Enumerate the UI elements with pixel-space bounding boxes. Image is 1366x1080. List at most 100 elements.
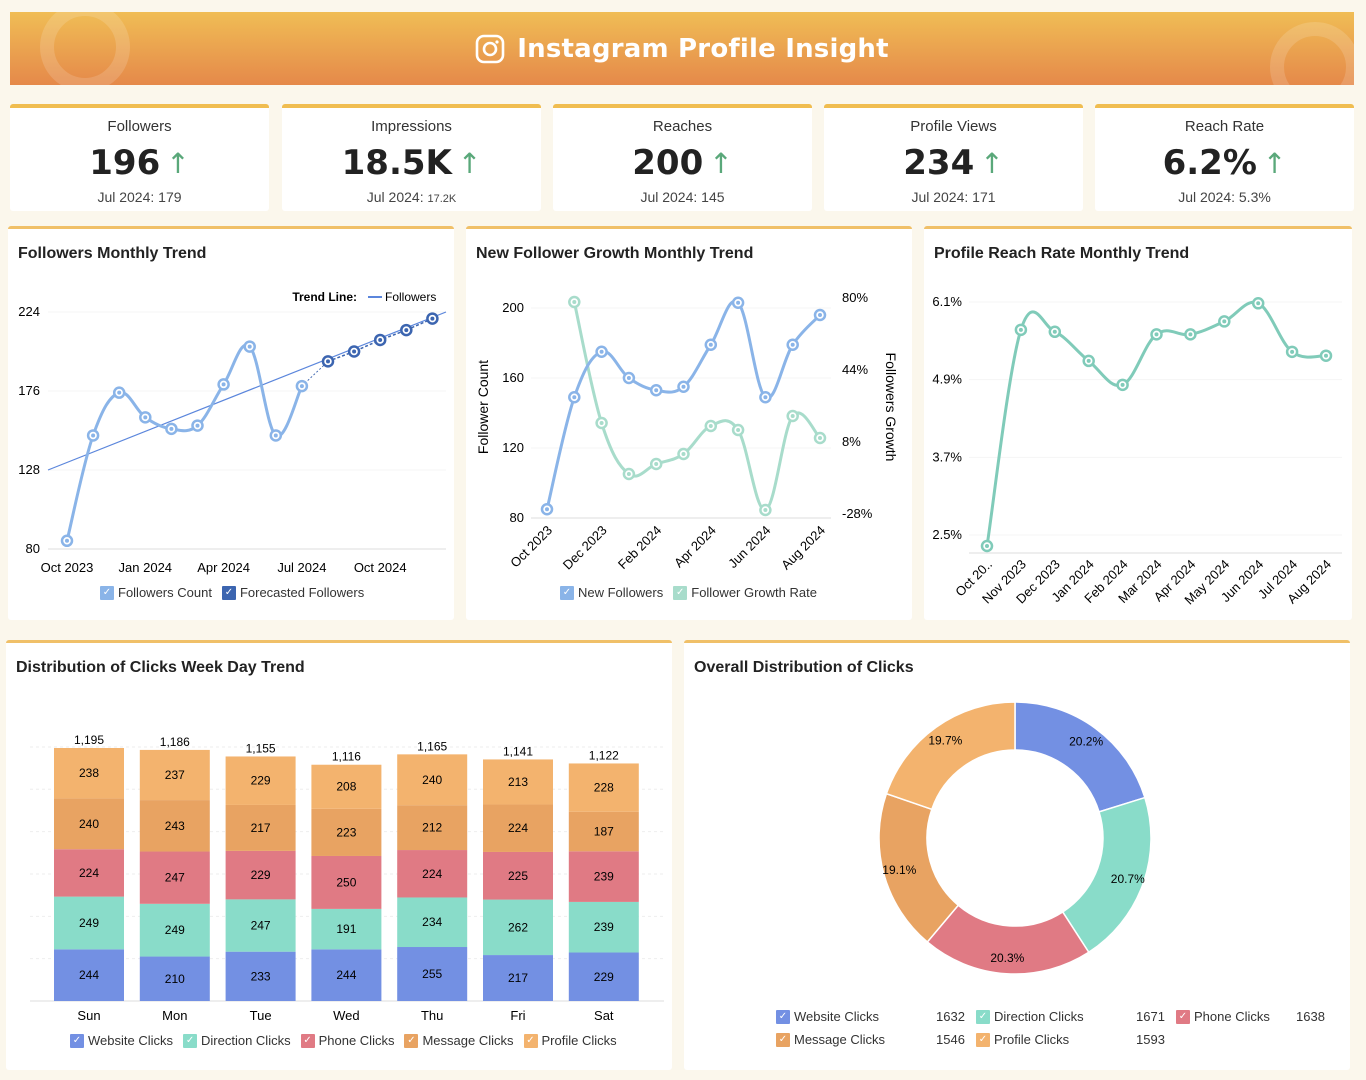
y-tick-label: 6.1% (932, 294, 962, 309)
reach-rate-point-dot (1086, 358, 1091, 363)
bar-segment-website-clicks (397, 947, 468, 1001)
kpi-value: 200 (632, 143, 704, 183)
new-followers-point-dot (818, 313, 822, 317)
bar-data-label: 212 (422, 821, 442, 835)
reach-rate-point-dot (1188, 332, 1193, 337)
donut-legend: ✓ Website Clicks 1632 ✓ Direction Clicks 1671… (776, 1009, 1336, 1047)
new-followers-point-dot (572, 395, 577, 400)
growth-rate-point-dot (654, 462, 659, 466)
legend-direction-clicks[interactable]: ✓ Direction Clicks (183, 1033, 291, 1048)
chart-legend: ✓ Website Clicks ✓ Direction Clicks ✓ Phone C… (70, 1033, 617, 1048)
check-icon: ✓ (404, 1033, 419, 1048)
x-tick-label: Jun 2024 (725, 523, 773, 571)
kpi-value: 18.5K (341, 143, 452, 183)
kpi-label: Followers (107, 118, 172, 135)
bar-data-label: 229 (251, 774, 271, 788)
bar-data-label: 240 (79, 817, 99, 831)
bar-data-label: 240 (422, 773, 442, 787)
overall-clicks-panel: Overall Distribution of Clicks 20.2% 20.7… (684, 640, 1350, 1070)
bar-segment-website-clicks (225, 951, 296, 1001)
x-tick-label: Aug 2024 (778, 523, 828, 573)
trend-legend-series: Followers (385, 290, 436, 304)
legend-follower-growth-rate[interactable]: ✓ Follower Growth Rate (673, 585, 817, 600)
legend-message-clicks[interactable]: ✓ Message Clicks (404, 1033, 514, 1048)
x-tick-label: Oct 2024 (354, 560, 407, 575)
legend-profile-clicks[interactable]: ✓ Profile Clicks (976, 1032, 1136, 1047)
bar-segment-message-clicks (139, 800, 210, 852)
bar-segment-phone-clicks (397, 850, 468, 898)
bar-data-label: 239 (594, 870, 614, 884)
x-tick-label: Jan 2024 (119, 560, 173, 575)
bar-data-label: 217 (251, 821, 271, 835)
growth-rate-point-dot (818, 436, 822, 440)
bar-segment-phone-clicks (311, 855, 382, 909)
bar-data-label: 225 (508, 869, 528, 883)
y-tick-label: 224 (18, 304, 40, 319)
bar-segment-message-clicks (225, 804, 296, 851)
check-icon: ✓ (523, 1033, 538, 1048)
forecast-point-dot (430, 316, 435, 321)
bar-data-label: 217 (508, 971, 528, 985)
growth-rate-point-dot (626, 472, 631, 476)
y2-tick-label: -28% (842, 506, 873, 521)
bar-data-label: 234 (422, 915, 442, 929)
legend-label: Website Clicks (794, 1009, 880, 1024)
arrow-up-icon: ↑ (709, 146, 733, 180)
bar-data-label: 213 (508, 775, 528, 789)
bar-data-label: 255 (422, 967, 442, 981)
check-icon: ✓ (300, 1033, 315, 1048)
y-tick-label: 2.5% (932, 527, 962, 542)
kpi-previous: Jul 2024: 171 (911, 189, 996, 205)
bar-total-label: 1,165 (417, 739, 447, 753)
legend-website-clicks[interactable]: ✓ Website Clicks (70, 1033, 173, 1048)
bar-total-label: 1,116 (332, 750, 361, 764)
legend-label: Direction Clicks (201, 1033, 291, 1048)
chart-legend: ✓ New Followers ✓ Follower Growth Rate (560, 585, 817, 600)
bar-segment-phone-clicks (483, 851, 553, 900)
new-followers-point-dot (736, 300, 741, 305)
legend-phone-clicks[interactable]: ✓ Phone Clicks (300, 1033, 394, 1048)
bar-segment-direction-clicks (139, 903, 210, 957)
bar-segment-website-clicks (54, 949, 124, 1001)
bar-segment-phone-clicks (54, 849, 124, 897)
legend-forecasted-followers[interactable]: ✓ Forecasted Followers (221, 585, 364, 600)
legend-followers-count[interactable]: ✓ Followers Count (100, 585, 212, 600)
weekday-clicks-chart: 244 249 224 240 238 1,195 Sun 210 249 247 243 237 1,… (30, 733, 664, 1023)
x-tick-label: Oct 2023 (41, 560, 94, 575)
bar-data-label: 224 (422, 867, 442, 881)
followers-point-dot (221, 382, 226, 387)
growth-rate-point-dot (599, 421, 604, 425)
check-icon: ✓ (183, 1033, 198, 1048)
bar-segment-profile-clicks (397, 754, 468, 806)
legend-value: 1638 (1296, 1009, 1325, 1024)
arrow-up-icon: ↑ (457, 146, 482, 180)
bar-data-label: 210 (165, 972, 185, 986)
bar-data-label: 244 (79, 968, 99, 982)
chart-title: Profile Reach Rate Monthly Trend (934, 245, 1190, 262)
arrow-up-icon: ↑ (980, 146, 1004, 180)
bar-segment-direction-clicks (397, 897, 468, 948)
dashboard-title: Instagram Profile Insight (517, 33, 889, 64)
kpi-previous-label: Jul 2024: (366, 189, 424, 205)
legend-message-clicks[interactable]: ✓ Message Clicks (776, 1032, 936, 1047)
legend-phone-clicks[interactable]: ✓ Phone Clicks (1176, 1009, 1296, 1024)
y-tick-label: 80 (26, 541, 40, 556)
legend-label: New Followers (578, 585, 664, 600)
legend-profile-clicks[interactable]: ✓ Profile Clicks (523, 1033, 617, 1048)
x-tick-label: Oct 2023 (507, 523, 555, 571)
legend-direction-clicks[interactable]: ✓ Direction Clicks (976, 1009, 1136, 1024)
reach-rate-point-dot (1256, 301, 1261, 306)
reach-rate-point-dot (1324, 353, 1328, 358)
new-followers-point-dot (654, 388, 659, 393)
trend-legend-label: Trend Line: (292, 290, 357, 304)
growth-rate-point-dot (790, 414, 795, 418)
legend-new-followers[interactable]: ✓ New Followers (560, 585, 663, 600)
kpi-previous: Jul 2024: 145 (640, 189, 725, 205)
legend-website-clicks[interactable]: ✓ Website Clicks (776, 1009, 936, 1024)
bar-segment-direction-clicks (483, 899, 553, 956)
bar-segment-website-clicks (139, 956, 210, 1001)
dashboard-header: Instagram Profile Insight (10, 12, 1354, 85)
donut-percent-label: 20.3% (990, 951, 1024, 965)
